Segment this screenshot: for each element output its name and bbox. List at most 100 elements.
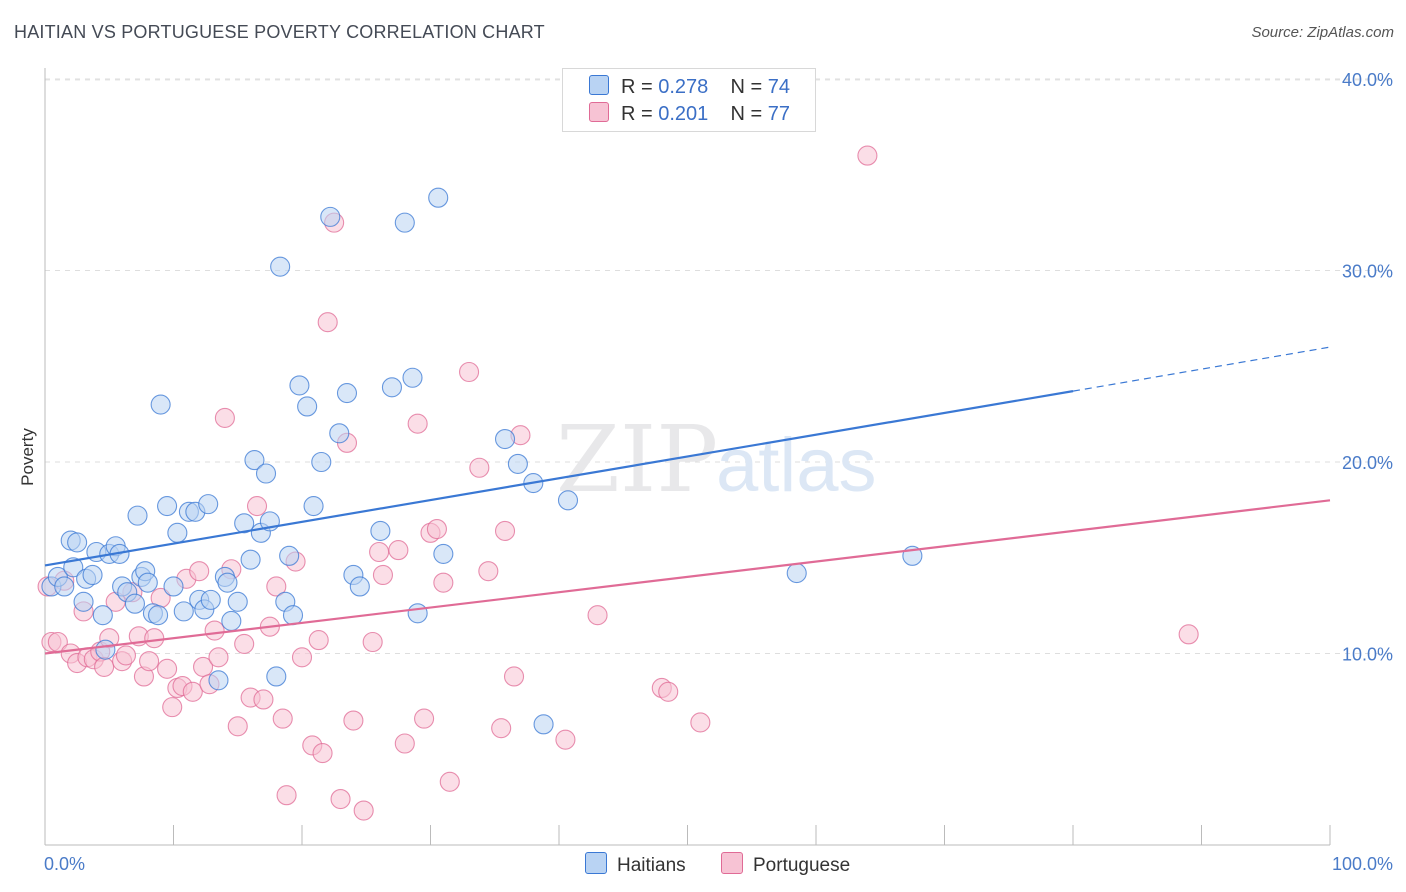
haitian-point <box>255 463 277 484</box>
haitian-point <box>150 394 171 415</box>
portuguese-point <box>157 658 178 679</box>
portuguese-point <box>587 605 608 626</box>
haitian-point <box>95 639 116 660</box>
portuguese-point <box>94 656 115 677</box>
portuguese-point <box>308 630 329 651</box>
haitian-point <box>217 572 238 593</box>
haitian-point <box>173 601 194 622</box>
portuguese-point <box>555 729 576 750</box>
portuguese-point <box>690 712 711 733</box>
haitian-points <box>41 187 923 735</box>
haitian-point <box>407 603 428 624</box>
haitian-point <box>557 490 579 511</box>
haitian-point <box>73 591 94 612</box>
haitian-point <box>282 605 304 626</box>
haitian-point <box>208 670 229 691</box>
haitian-point <box>67 532 88 553</box>
portuguese-swatch <box>589 102 609 122</box>
portuguese-point <box>115 645 137 666</box>
portuguese-point <box>394 733 415 754</box>
portuguese-point <box>1178 624 1199 645</box>
haitian-point <box>240 549 261 570</box>
portuguese-point <box>139 651 160 672</box>
haitian-point <box>428 187 449 208</box>
haitian-point <box>336 383 358 404</box>
haitian-point <box>198 494 219 515</box>
haitian-point <box>124 593 145 614</box>
y-axis-label: Poverty <box>18 428 37 486</box>
portuguese-point <box>469 457 490 478</box>
haitian-point <box>82 564 103 586</box>
haitian-point <box>433 543 454 564</box>
haitian-point <box>402 367 423 388</box>
haitians-trend-line <box>44 390 1074 567</box>
portuguese-point <box>253 689 274 710</box>
portuguese-point <box>439 771 460 792</box>
portuguese-r-label: R = <box>621 103 653 125</box>
haitian-point <box>279 545 300 566</box>
y-tick-label: 30.0% <box>1342 262 1393 282</box>
bottom-portuguese-label: Portuguese <box>753 855 851 876</box>
trend-lines <box>44 346 1331 655</box>
legend-row-portuguese: R = 0.201 N = 77 <box>589 102 790 126</box>
source-label: Source: ZipAtlas.com <box>1251 24 1394 41</box>
haitian-point <box>381 377 403 398</box>
haitian-point <box>370 520 391 541</box>
portuguese-n-value: 77 <box>767 103 791 125</box>
portuguese-point <box>214 407 235 429</box>
haitian-point <box>394 212 415 233</box>
portuguese-point <box>491 718 512 739</box>
portuguese-point <box>144 628 165 649</box>
portuguese-point <box>317 312 338 333</box>
watermark: ZIP atlas <box>556 406 877 513</box>
haitian-point <box>92 605 113 626</box>
portuguese-point <box>193 656 214 677</box>
portuguese-point <box>272 708 293 729</box>
haitian-point <box>227 591 248 612</box>
portuguese-point <box>433 572 454 593</box>
haitian-point <box>127 505 148 526</box>
haitian-point <box>54 576 75 597</box>
portuguese-point <box>369 541 390 563</box>
portuguese-point <box>372 564 394 586</box>
portuguese-point <box>658 681 679 702</box>
haitian-point <box>157 495 178 517</box>
haitian-point <box>234 513 255 534</box>
chart-title: HAITIAN VS PORTUGUESE POVERTY CORRELATIO… <box>14 22 545 42</box>
portuguese-point <box>189 561 210 582</box>
haitians-n-value: 74 <box>767 76 791 98</box>
bottom-haitians-label: Haitians <box>617 855 686 876</box>
haitians-swatch <box>589 75 609 95</box>
portuguese-point <box>362 631 383 653</box>
haitian-point <box>137 572 158 593</box>
watermark-zip: ZIP <box>556 406 718 513</box>
haitian-point <box>266 666 287 687</box>
portuguese-point <box>246 495 268 517</box>
portuguese-point <box>208 647 229 668</box>
portuguese-trend-line <box>44 499 1331 655</box>
y-tick-label: 20.0% <box>1342 453 1393 473</box>
x-tick-max: 100.0% <box>1332 854 1393 874</box>
y-tick-label: 10.0% <box>1342 645 1393 665</box>
haitians-r-label: R = <box>621 76 653 98</box>
haitian-point <box>244 450 265 471</box>
haitian-point <box>494 428 516 450</box>
portuguese-point <box>162 697 183 718</box>
portuguese-point <box>414 708 435 729</box>
stats-legend: R = 0.278 N = 74 R = 0.201 N = 77 <box>562 68 816 132</box>
bottom-haitians-swatch <box>585 852 607 874</box>
haitian-point <box>533 714 554 735</box>
haitian-point <box>786 563 807 584</box>
haitian-point <box>320 206 341 227</box>
portuguese-point <box>182 681 203 702</box>
haitian-point <box>200 589 221 610</box>
axes <box>44 68 1331 846</box>
haitian-point <box>221 610 242 631</box>
portuguese-point <box>388 540 409 561</box>
portuguese-n-label: N = <box>730 103 763 125</box>
haitian-point <box>163 576 184 597</box>
portuguese-point <box>407 413 428 434</box>
portuguese-r-value: 0.201 <box>658 103 709 125</box>
haitian-point <box>507 453 528 474</box>
